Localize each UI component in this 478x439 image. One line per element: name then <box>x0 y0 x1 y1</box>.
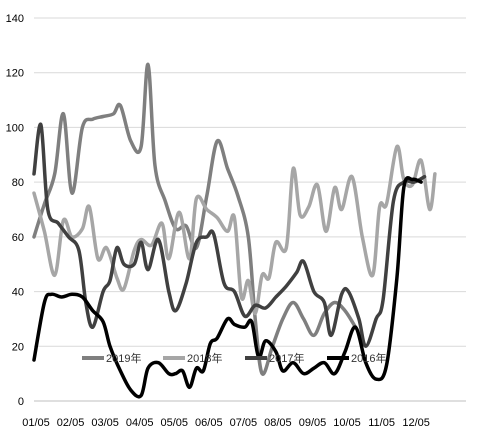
y-tick-label: 140 <box>6 13 24 25</box>
x-tick-label: 11/05 <box>368 417 395 429</box>
series-line-2016年 <box>32 176 423 399</box>
x-tick-label: 07/05 <box>230 417 258 429</box>
x-tick-label: 05/05 <box>160 417 188 429</box>
y-tick-label: 20 <box>12 341 24 353</box>
legend-label: 2018年 <box>187 351 222 365</box>
x-tick-label: 08/05 <box>264 417 292 429</box>
series-line-2017年 <box>32 122 427 349</box>
y-tick-label: 60 <box>12 232 24 244</box>
x-axis: 01/05 02/05 03/05 04/05 05/05 06/05 07/05 08/05… <box>22 417 430 429</box>
y-tick-label: 80 <box>12 177 24 189</box>
x-tick-label: 12/05 <box>402 417 430 429</box>
x-tick-label: 09/05 <box>299 417 327 429</box>
y-tick-label: 100 <box>6 122 24 134</box>
series-line-2019年 <box>32 62 358 376</box>
x-tick-label: 04/05 <box>126 417 154 429</box>
x-tick-label: 02/05 <box>57 417 85 429</box>
x-tick-label: 06/05 <box>195 417 223 429</box>
y-axis: 0 20 40 60 80 100 120 140 <box>6 13 24 408</box>
legend-label: 2016年 <box>351 351 386 365</box>
y-tick-label: 0 <box>18 396 24 408</box>
legend: 2019年 2018年 2017年 2016年 <box>82 351 386 365</box>
series-lines <box>32 62 437 399</box>
y-tick-label: 120 <box>6 68 24 80</box>
legend-label: 2017年 <box>269 351 304 365</box>
y-tick-label: 40 <box>12 287 24 299</box>
x-tick-label: 01/05 <box>22 417 50 429</box>
x-tick-label: 10/05 <box>333 417 361 429</box>
legend-label: 2019年 <box>106 351 141 365</box>
series-line-2018年 <box>32 144 437 316</box>
x-tick-label: 03/05 <box>91 417 119 429</box>
